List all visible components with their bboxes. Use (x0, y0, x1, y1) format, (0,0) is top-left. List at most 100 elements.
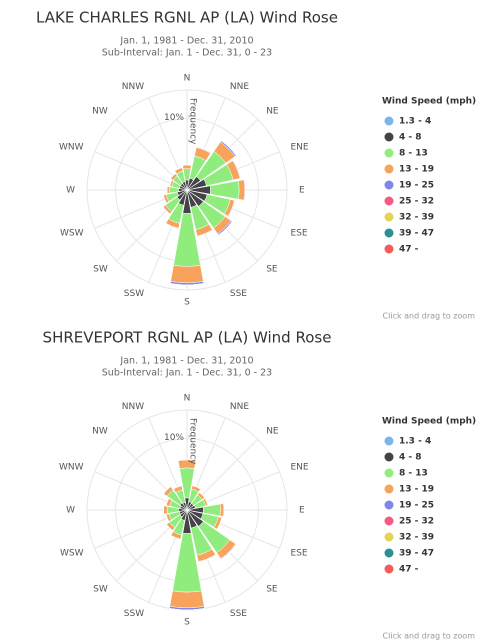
legend-item[interactable]: 47 - (399, 565, 419, 575)
wind-sector (163, 486, 171, 494)
wind-sector (163, 195, 167, 204)
wind-sector (165, 223, 179, 230)
wind-sector (170, 173, 176, 179)
subtitle: Sub-Interval: Jan. 1 - Dec. 31, 0 - 23 (102, 368, 272, 379)
legend-item[interactable]: 25 - 32 (399, 517, 434, 527)
direction-label: NNE (230, 82, 249, 92)
legend-symbol[interactable] (384, 180, 394, 190)
direction-label: SSE (230, 289, 247, 299)
direction-label: W (66, 506, 75, 516)
direction-label: WSW (60, 228, 84, 238)
wind-sector (221, 544, 237, 560)
legend-symbol[interactable] (384, 564, 394, 574)
direction-label: SSW (124, 289, 144, 299)
legend-item[interactable]: 13 - 19 (399, 165, 434, 175)
legend-symbol[interactable] (384, 228, 394, 238)
direction-label: S (184, 618, 190, 628)
wind-sector (166, 524, 173, 531)
legend-item[interactable]: 19 - 25 (399, 501, 434, 511)
credits: Click and drag to zoom (383, 312, 476, 321)
direction-label: NNW (122, 402, 144, 412)
y-tick-label: 10% (164, 433, 184, 443)
y-axis-title: Frequency (188, 98, 198, 145)
legend-item[interactable]: 8 - 13 (399, 149, 428, 159)
legend-item[interactable]: 8 - 13 (399, 469, 428, 479)
wind-sector (218, 221, 233, 236)
legend-symbol[interactable] (384, 436, 394, 446)
direction-label: NE (266, 426, 279, 436)
wind-sector (162, 206, 171, 215)
legend-title: Wind Speed (mph) (382, 97, 476, 107)
legend-item[interactable]: 32 - 39 (399, 533, 434, 543)
legend-symbol[interactable] (384, 132, 394, 142)
direction-label: SW (93, 585, 108, 595)
legend-symbol[interactable] (384, 148, 394, 158)
legend-symbol[interactable] (384, 468, 394, 478)
wind-sector (169, 590, 205, 609)
legend-item[interactable]: 47 - (399, 245, 419, 255)
subtitle: Jan. 1, 1981 - Dec. 31, 2010 (119, 36, 253, 47)
direction-label: ESE (290, 548, 307, 558)
legend-symbol[interactable] (384, 516, 394, 526)
legend-item[interactable]: 32 - 39 (399, 213, 434, 223)
wind-sector (223, 503, 225, 517)
y-tick-label: 10% (164, 113, 184, 123)
wind-sector (233, 160, 241, 179)
direction-label: SE (266, 585, 278, 595)
wind-sector (165, 498, 170, 506)
legend-item[interactable]: 1.3 - 4 (399, 117, 431, 127)
legend-symbol[interactable] (384, 212, 394, 222)
wind-sector (170, 283, 204, 286)
wind-sector (221, 140, 237, 156)
wind-sector (173, 485, 182, 490)
wind-sector (228, 200, 236, 217)
direction-label: WSW (60, 548, 84, 558)
legend-item[interactable]: 4 - 8 (399, 133, 422, 143)
direction-label: SW (93, 265, 108, 275)
wind-sector (182, 164, 192, 170)
wind-sector (199, 492, 205, 498)
legend-item[interactable]: 39 - 47 (399, 549, 434, 559)
wind-sector (238, 179, 246, 201)
legend-item[interactable]: 19 - 25 (399, 181, 434, 191)
direction-label: NNE (230, 402, 249, 412)
wind-sector (178, 459, 196, 461)
legend-symbol[interactable] (384, 452, 394, 462)
direction-label: ENE (290, 463, 308, 473)
chart-title: LAKE CHARLES RGNL AP (LA) Wind Rose (36, 9, 338, 27)
wind-sector (165, 514, 170, 522)
subtitle: Jan. 1, 1981 - Dec. 31, 2010 (119, 356, 253, 367)
legend-symbol[interactable] (384, 164, 394, 174)
direction-label: NNW (122, 82, 144, 92)
legend-symbol[interactable] (384, 500, 394, 510)
legend-symbol[interactable] (384, 532, 394, 542)
y-axis-title: Frequency (188, 418, 198, 465)
legend-item[interactable]: 13 - 19 (399, 485, 434, 495)
direction-label: N (184, 394, 191, 404)
direction-label: SE (266, 265, 278, 275)
direction-label: WNW (59, 463, 84, 473)
legend-item[interactable]: 39 - 47 (399, 229, 434, 239)
wind-sector (197, 230, 213, 237)
wind-sector (192, 485, 201, 490)
direction-label: W (66, 186, 75, 196)
wind-sector (216, 517, 223, 530)
legend-symbol[interactable] (384, 196, 394, 206)
direction-label: SSW (124, 609, 144, 619)
legend-title: Wind Speed (mph) (382, 417, 476, 427)
wind-sector (244, 179, 246, 201)
legend-item[interactable]: 1.3 - 4 (399, 437, 431, 447)
chart-title: SHREVEPORT RGNL AP (LA) Wind Rose (43, 329, 332, 347)
wind-sector (163, 505, 168, 515)
wind-sector (204, 498, 209, 506)
legend-item[interactable]: 25 - 32 (399, 197, 434, 207)
direction-label: SSE (230, 609, 247, 619)
legend-symbol[interactable] (384, 116, 394, 126)
legend-item[interactable]: 4 - 8 (399, 453, 422, 463)
direction-label: NW (92, 106, 108, 116)
legend-symbol[interactable] (384, 484, 394, 494)
wind-sector (198, 554, 217, 563)
legend-symbol[interactable] (384, 244, 394, 254)
legend-symbol[interactable] (384, 548, 394, 558)
